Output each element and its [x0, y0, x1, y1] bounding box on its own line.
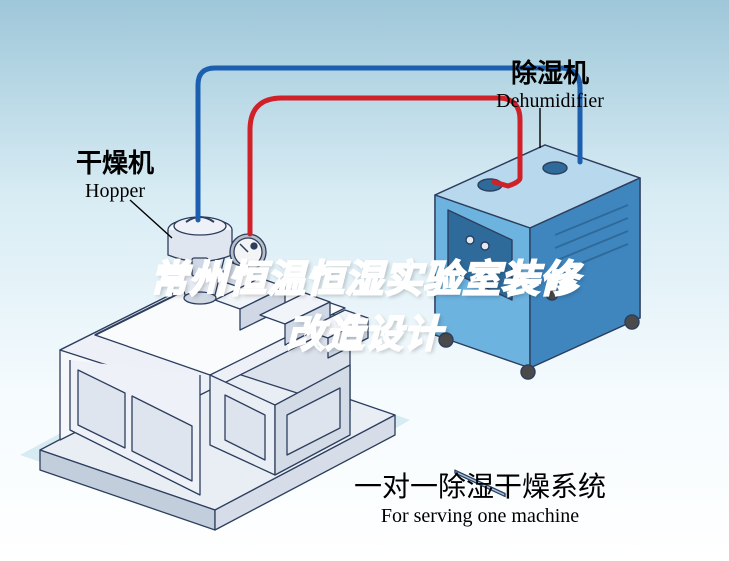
caption-en: For serving one machine	[270, 504, 690, 528]
banner-line2: 改造设计	[0, 303, 729, 358]
dehumidifier-label-cn: 除湿机	[440, 58, 660, 89]
hopper-label-cn: 干燥机	[40, 148, 190, 179]
hopper-label: 干燥机 Hopper	[40, 148, 190, 203]
dehumidifier-label: 除湿机 Dehumidifier	[440, 58, 660, 113]
caption-label: 一对一除湿干燥系统 For serving one machine	[270, 470, 690, 528]
caption-cn: 一对一除湿干燥系统	[270, 470, 690, 504]
banner-overlay: 常州恒温恒湿实验室装修 改造设计	[0, 248, 729, 358]
banner-line1: 常州恒温恒湿实验室装修	[0, 248, 729, 303]
dehumidifier-label-en: Dehumidifier	[440, 89, 660, 113]
hopper-label-en: Hopper	[40, 179, 190, 203]
